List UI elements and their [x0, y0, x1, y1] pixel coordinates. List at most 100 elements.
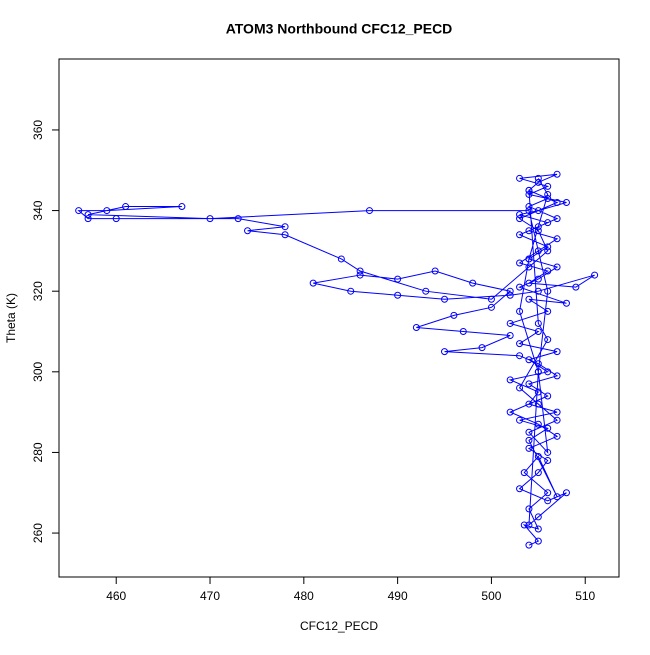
data-point — [309, 279, 317, 287]
data-point — [516, 307, 524, 315]
x-tick-label: 500 — [481, 589, 501, 603]
data-point — [562, 199, 570, 207]
data-point — [534, 227, 542, 235]
data-point — [553, 199, 561, 207]
y-tick-label: 340 — [31, 200, 45, 220]
data-point — [431, 267, 439, 275]
x-tick-label: 460 — [106, 589, 126, 603]
data-point — [534, 207, 542, 215]
data-point — [487, 303, 495, 311]
data-point — [534, 275, 542, 283]
data-line — [77, 173, 595, 546]
data-point — [572, 283, 580, 291]
data-point — [422, 287, 430, 295]
data-point — [525, 263, 533, 271]
data-point — [544, 287, 552, 295]
data-point — [534, 400, 542, 408]
data-point — [469, 279, 477, 287]
data-point — [544, 368, 552, 376]
data-point — [544, 336, 552, 344]
data-point — [525, 505, 533, 513]
data-point — [534, 420, 542, 428]
data-point — [525, 380, 533, 388]
data-point — [553, 416, 561, 424]
data-point — [103, 207, 111, 215]
data-point — [516, 485, 524, 493]
data-point — [516, 259, 524, 267]
data-point — [544, 194, 552, 202]
data-point — [356, 271, 364, 279]
data-point — [534, 178, 542, 186]
data-point — [553, 235, 561, 243]
data-point — [520, 469, 528, 477]
data-point — [553, 170, 561, 178]
y-tick-label: 360 — [31, 120, 45, 140]
data-point — [534, 537, 542, 545]
data-point — [516, 416, 524, 424]
data-point — [553, 432, 561, 440]
data-point — [525, 444, 533, 452]
data-point — [534, 513, 542, 521]
data-point — [525, 227, 533, 235]
data-point — [281, 231, 289, 239]
data-point — [122, 203, 130, 211]
data-point — [534, 174, 542, 182]
data-point — [487, 295, 495, 303]
data-point — [525, 207, 533, 215]
data-point — [525, 190, 533, 198]
data-point — [525, 428, 533, 436]
data-point — [544, 267, 552, 275]
data-point — [525, 203, 533, 211]
data-point — [525, 541, 533, 549]
data-point — [516, 215, 524, 223]
data-point — [534, 525, 542, 533]
data-point — [450, 311, 458, 319]
y-tick-label: 320 — [31, 281, 45, 301]
data-point — [544, 243, 552, 251]
data-point — [516, 174, 524, 182]
data-point — [553, 408, 561, 416]
data-point — [544, 307, 552, 315]
data-point — [544, 182, 552, 190]
data-point — [525, 400, 533, 408]
data-point — [356, 267, 364, 275]
data-point — [544, 448, 552, 456]
data-point — [544, 392, 552, 400]
data-point — [365, 207, 373, 215]
data-point — [478, 344, 486, 352]
data-point — [534, 319, 542, 327]
data-point — [562, 489, 570, 497]
data-point — [516, 384, 524, 392]
data-point — [544, 424, 552, 432]
data-point — [544, 497, 552, 505]
data-point — [459, 328, 467, 336]
x-tick-label: 490 — [388, 589, 408, 603]
data-point — [244, 227, 252, 235]
data-point — [525, 186, 533, 194]
data-point — [525, 255, 533, 263]
data-point — [534, 368, 542, 376]
y-axis-label: Theta (K) — [4, 293, 18, 343]
data-point — [544, 190, 552, 198]
data-point — [544, 247, 552, 255]
data-point — [553, 215, 561, 223]
data-point — [534, 328, 542, 336]
data-point — [394, 275, 402, 283]
data-point — [234, 215, 242, 223]
data-point — [544, 457, 552, 465]
data-point — [534, 247, 542, 255]
data-point — [591, 271, 599, 279]
x-axis-label: CFC12_PECD — [300, 619, 378, 633]
data-point — [534, 360, 542, 368]
data-point — [347, 287, 355, 295]
data-point — [516, 340, 524, 348]
data-point — [562, 299, 570, 307]
data-point — [206, 215, 214, 223]
data-point — [506, 332, 514, 340]
y-tick-label: 280 — [31, 442, 45, 462]
data-point — [84, 211, 92, 219]
x-tick-label: 470 — [200, 589, 220, 603]
data-point — [534, 452, 542, 460]
